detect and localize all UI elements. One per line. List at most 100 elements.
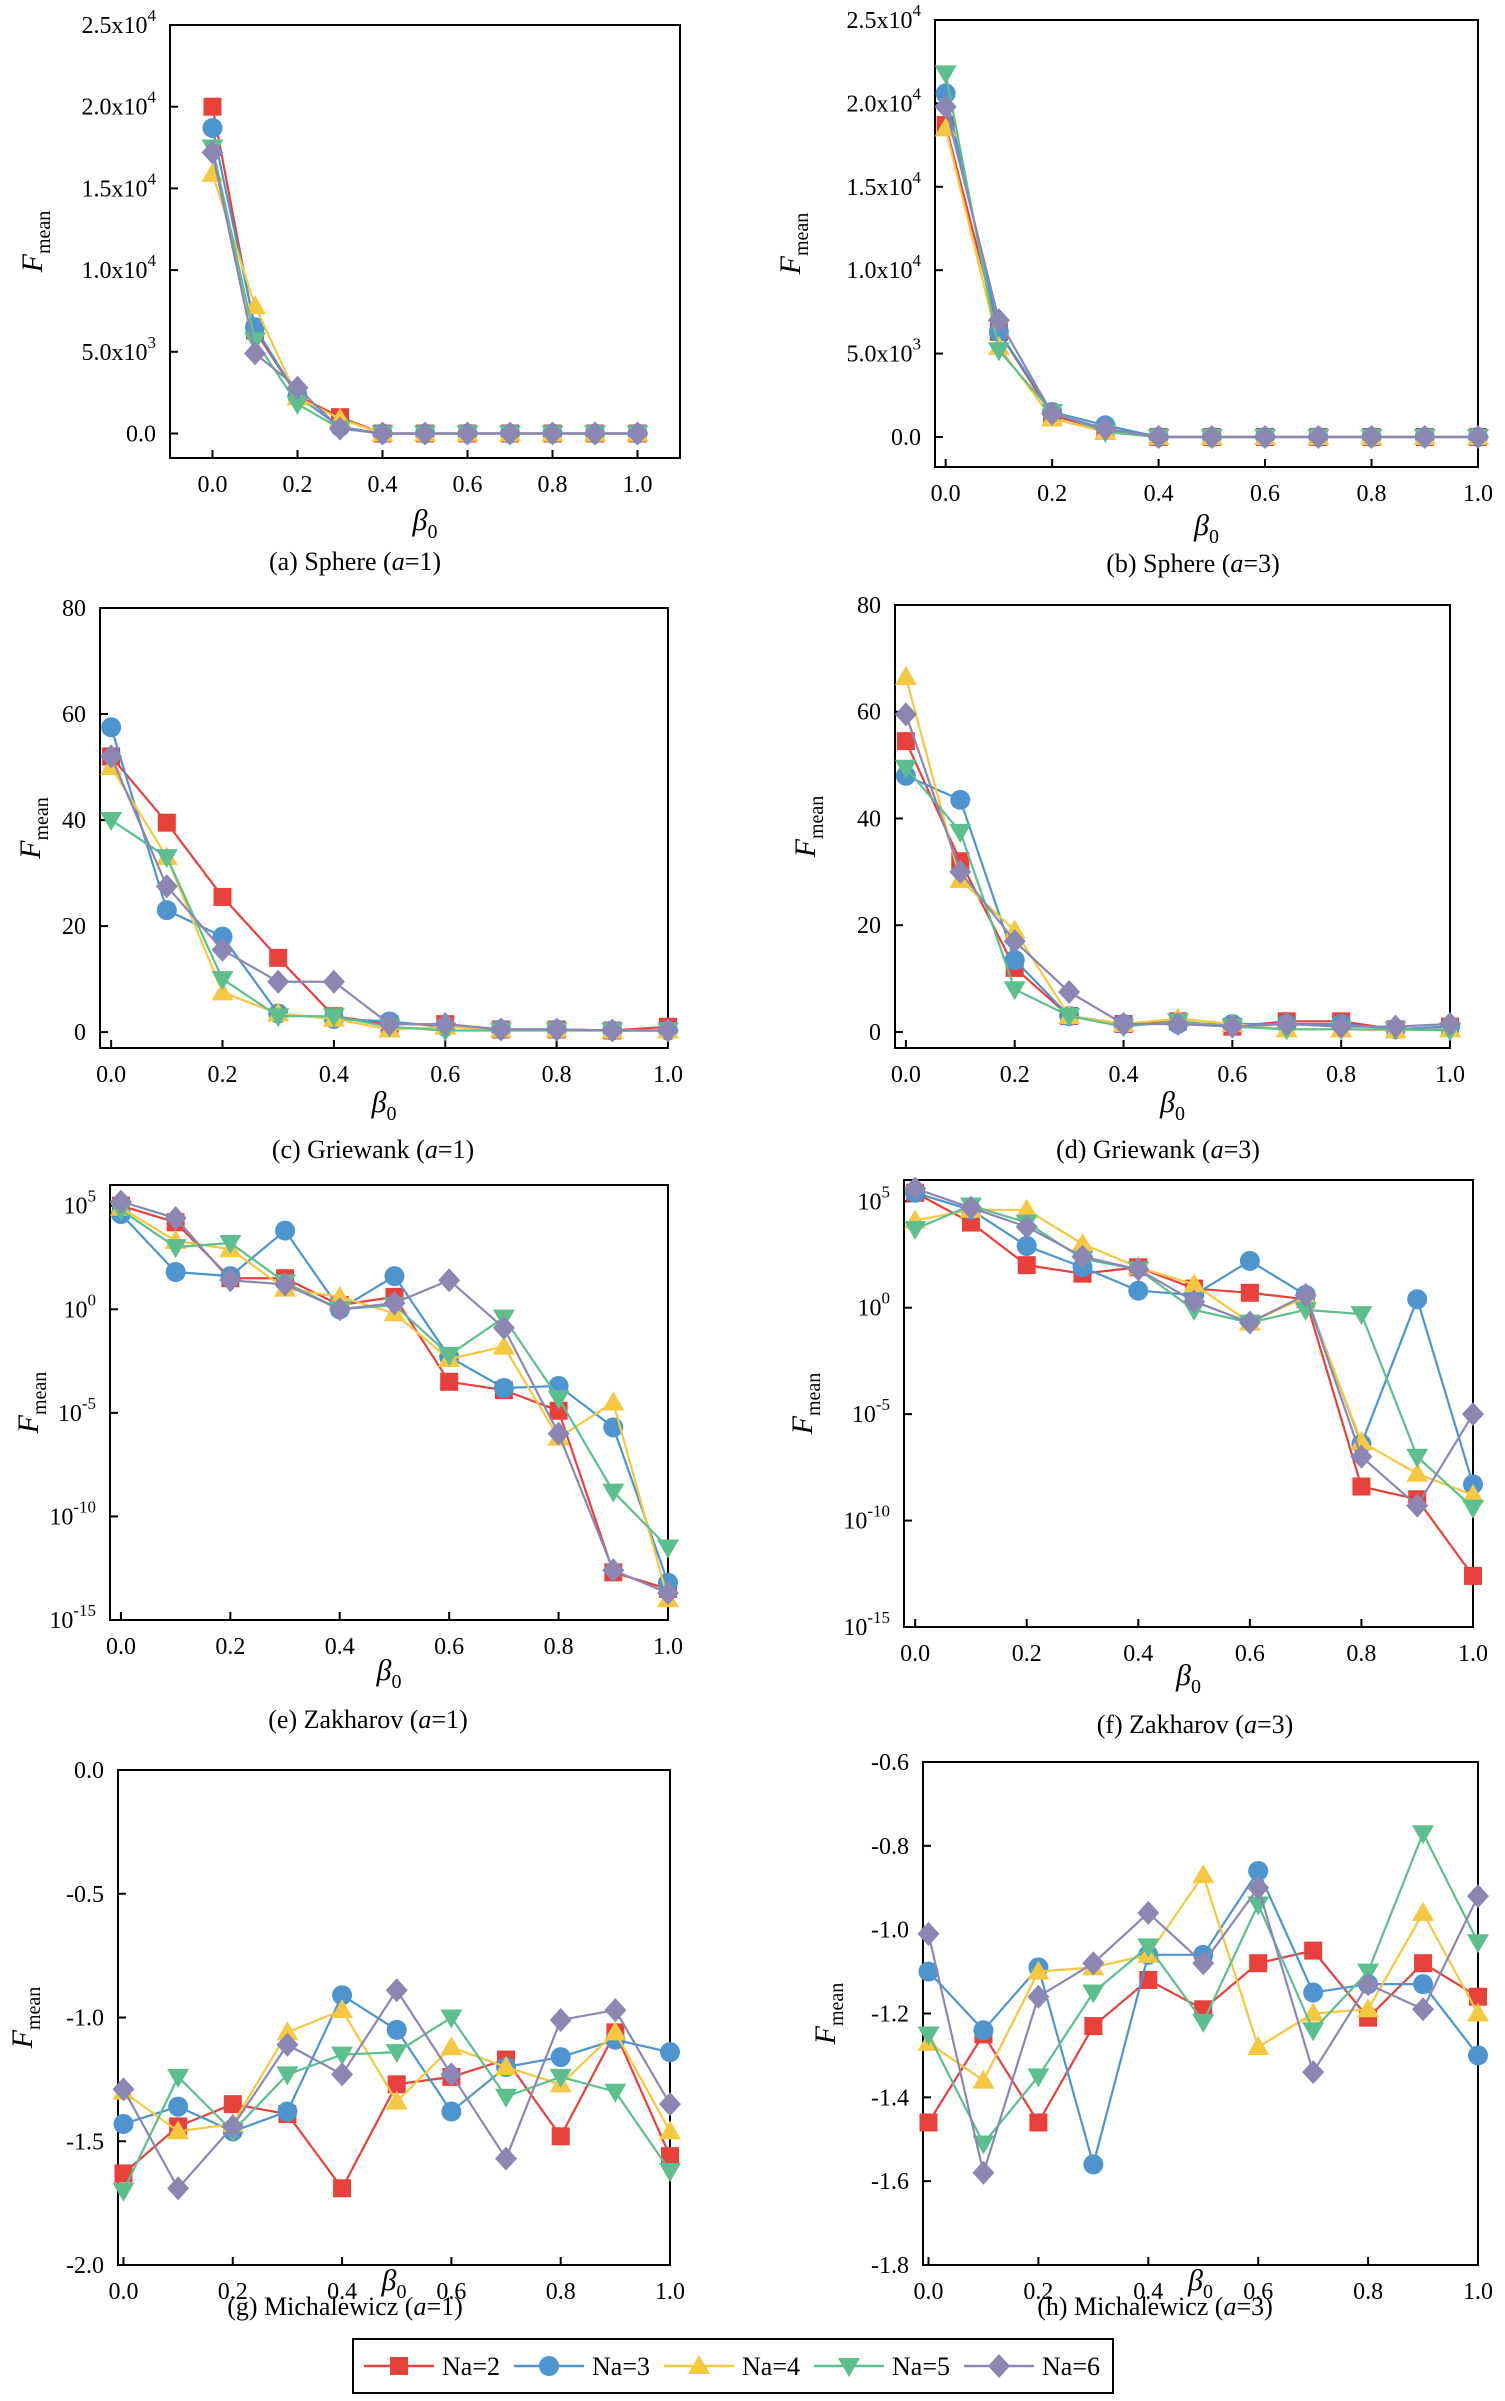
y-tick-label: 10-5	[852, 1395, 890, 1428]
data-point	[211, 971, 234, 991]
data-point	[904, 1176, 927, 1201]
x-tick-label: 0.6	[1243, 2279, 1273, 2305]
y-axis-label: Fmean	[14, 797, 53, 860]
data-point	[156, 900, 177, 921]
x-tick-label: 0.2	[1000, 1062, 1030, 1088]
data-point	[1083, 2154, 1104, 2175]
series-na-4	[100, 756, 679, 1039]
chart-panel: 0.0 0.2 0.4 0.6 0.8 1.0 10-15 10-10 10-5 100 105 β0…	[786, 1176, 1488, 1739]
data-point	[328, 1285, 351, 1305]
data-point	[1468, 2045, 1488, 2066]
y-axis-label: Fmean	[6, 1987, 45, 2050]
x-tick-label: 0.0	[106, 1634, 136, 1660]
data-point	[904, 1220, 927, 1240]
x-tick-label: 0.0	[96, 1062, 126, 1088]
data-point	[332, 1985, 353, 2006]
panel-caption: (a) Sphere (a=1)	[269, 547, 441, 576]
series-line	[211, 147, 638, 435]
data-point	[211, 981, 234, 1001]
y-tick-label: 100	[64, 1290, 97, 1323]
series-line	[120, 1200, 669, 1595]
data-point	[1192, 2013, 1215, 2033]
series-na-2	[936, 116, 1487, 446]
data-point	[378, 1012, 401, 1037]
data-point	[661, 2147, 679, 2166]
data-point	[1166, 1011, 1189, 1036]
x-tick-label: 0.4	[1123, 1641, 1153, 1667]
x-tick-label: 0.6	[1235, 1641, 1265, 1667]
data-point	[602, 1558, 625, 1583]
x-tick-label: 0.0	[108, 2279, 138, 2305]
y-tick-label: 1.0x104	[82, 251, 157, 284]
data-point	[894, 759, 917, 779]
data-point	[1412, 1901, 1435, 1921]
series-na-3	[905, 1182, 1483, 1495]
data-point	[440, 2036, 463, 2056]
panel-caption: (b) Sphere (a=3)	[1106, 549, 1280, 578]
data-point	[211, 937, 234, 962]
data-point	[1015, 1214, 1038, 1239]
data-point	[1015, 1198, 1038, 1218]
x-tick-label: 0.0	[891, 1062, 921, 1088]
data-point	[1221, 1014, 1244, 1039]
y-tick-label: 10-10	[843, 1502, 890, 1535]
data-point	[495, 2056, 518, 2075]
y-axis-label: Fmean	[786, 1373, 825, 1436]
series-na-6	[112, 1978, 681, 2201]
series-na-6	[934, 94, 1489, 449]
data-point	[221, 2114, 244, 2139]
chart-panel: 0.0 0.2 0.4 0.6 0.8 1.0 0 20 40 60 80 β0 Fmean (d) Gr…	[789, 593, 1465, 1164]
series-na-6	[894, 702, 1461, 1039]
panel-caption: (g) Michalewicz (a=1)	[227, 2292, 463, 2321]
data-point	[896, 732, 915, 751]
x-tick-label: 0.2	[283, 472, 313, 498]
x-axis-label: β0	[371, 1086, 397, 1125]
x-tick-label: 1.0	[1435, 1062, 1465, 1088]
plot-frame	[934, 19, 1479, 468]
series-na-3	[202, 117, 648, 444]
data-point	[274, 1272, 297, 1297]
data-point	[440, 2062, 463, 2087]
x-tick-label: 0.4	[1133, 2279, 1163, 2305]
legend-marker	[539, 2356, 559, 2376]
data-point	[584, 421, 606, 446]
legend-item: Na=6	[964, 2352, 1100, 2381]
data-point	[1360, 424, 1383, 449]
data-point	[499, 421, 521, 446]
y-tick-label: -0.5	[66, 1882, 104, 1908]
legend-item: Na=3	[514, 2352, 650, 2381]
y-tick-label: 1.5x104	[82, 169, 157, 202]
data-point	[1238, 1310, 1261, 1335]
data-point	[385, 1978, 408, 2003]
x-tick-label: 1.0	[623, 472, 653, 498]
y-tick-label: 105	[858, 1182, 891, 1215]
x-tick-label: 0.6	[434, 1634, 464, 1660]
legend-marker	[838, 2358, 860, 2377]
x-tick-label: 0.2	[208, 1062, 238, 1088]
data-point	[1307, 424, 1330, 449]
data-point	[155, 849, 178, 869]
data-point	[1407, 1289, 1428, 1310]
data-point	[1462, 1499, 1484, 1519]
data-point	[331, 2046, 354, 2066]
data-point	[602, 1391, 625, 1411]
series-na-2	[203, 97, 647, 443]
data-point	[657, 1581, 679, 1606]
panel-caption: (e) Zakharov (a=1)	[268, 1705, 467, 1734]
series-na-6	[100, 744, 679, 1043]
y-tick-label: -1.0	[871, 1918, 909, 1944]
plot-frame	[169, 24, 681, 459]
legend-marker	[390, 2357, 408, 2375]
y-tick-label: -1.5	[66, 2129, 104, 2155]
y-tick-label: 10-15	[49, 1601, 96, 1634]
panel-caption: (h) Michalewicz (a=3)	[1037, 2292, 1273, 2321]
data-point	[267, 969, 290, 994]
data-point	[269, 948, 288, 967]
series-na-5	[109, 1201, 679, 1559]
x-axis-label: β0	[1193, 509, 1219, 548]
data-point	[1004, 949, 1025, 970]
data-point	[1249, 1954, 1268, 1973]
chart-panel: 0.0 0.2 0.4 0.6 0.8 1.0 10-15 10-10 10-5 100 105 β0…	[12, 1184, 683, 1734]
x-tick-label: 0.8	[1346, 1641, 1376, 1667]
data-point	[1239, 1250, 1260, 1271]
